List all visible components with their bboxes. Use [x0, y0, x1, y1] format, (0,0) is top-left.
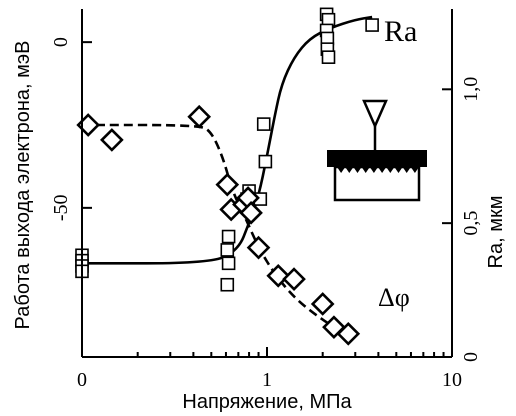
- dphi-point-3: [215, 172, 240, 197]
- sample-indenter-pictogram: [327, 99, 427, 202]
- dphi-point-13: [336, 321, 361, 346]
- roughness-tooth-9: [410, 167, 419, 173]
- dphi-point-8: [246, 235, 271, 260]
- fit-line-1: [81, 123, 349, 335]
- x-tick-label-1: 1: [262, 369, 272, 391]
- roughness-tooth-2: [353, 167, 362, 173]
- ra-point-18: [321, 50, 336, 64]
- ra-point-4: [221, 229, 236, 244]
- roughness-tooth-0: [337, 167, 346, 173]
- dphi-point-2: [187, 104, 212, 129]
- series-label-dphi: Δφ: [378, 283, 410, 312]
- right-y-tick-label-2: 0: [460, 352, 482, 362]
- coating-layer: [327, 150, 427, 167]
- right-y-axis-label: Ra, мкм: [485, 196, 507, 269]
- series-label-ra: Ra: [384, 15, 417, 48]
- dphi-point-10: [282, 267, 306, 291]
- left-y-tick-label-0: 0: [50, 37, 72, 47]
- roughness-tooth-8: [402, 167, 411, 173]
- dphi-point-11: [310, 292, 335, 316]
- roughness-tooth-1: [345, 167, 354, 173]
- ra-point-12: [258, 154, 273, 169]
- right-y-tick-label-1: 0,5: [460, 211, 482, 236]
- indenter-triangle: [362, 99, 388, 130]
- surface-roughness: [337, 167, 419, 173]
- series-label-ra-r: Ra: [384, 15, 417, 48]
- left-y-axis-label: Работа выхода электрона, мэВ: [12, 41, 34, 330]
- right-y-ticks: 1,0 0,5 0: [442, 77, 482, 362]
- ra-point-7: [220, 277, 235, 292]
- left-y-tick-label-1: -50: [50, 195, 72, 222]
- roughness-tooth-6: [386, 167, 395, 173]
- roughness-tooth-3: [361, 167, 370, 173]
- ra-point-5: [220, 243, 235, 257]
- x-tick-label-2: 10: [442, 369, 462, 391]
- roughness-tooth-7: [394, 167, 403, 173]
- ra-point-6: [221, 256, 236, 271]
- x-axis-label: Напряжение, МПа: [182, 391, 352, 413]
- left-y-ticks: 0 -50: [50, 37, 92, 221]
- ra-point-19: [365, 18, 379, 32]
- right-y-tick-label-0: 1,0: [460, 77, 482, 102]
- roughness-tooth-4: [369, 167, 378, 173]
- x-ticks: 0 1 10: [77, 347, 462, 391]
- dphi-point-1: [100, 128, 124, 152]
- ra-point-11: [256, 117, 271, 131]
- roughness-tooth-5: [378, 167, 387, 173]
- dphi-point-7: [239, 200, 263, 225]
- dphi-point-9: [266, 263, 291, 288]
- x-tick-label-0: 0: [77, 369, 87, 391]
- data-markers: [75, 7, 379, 346]
